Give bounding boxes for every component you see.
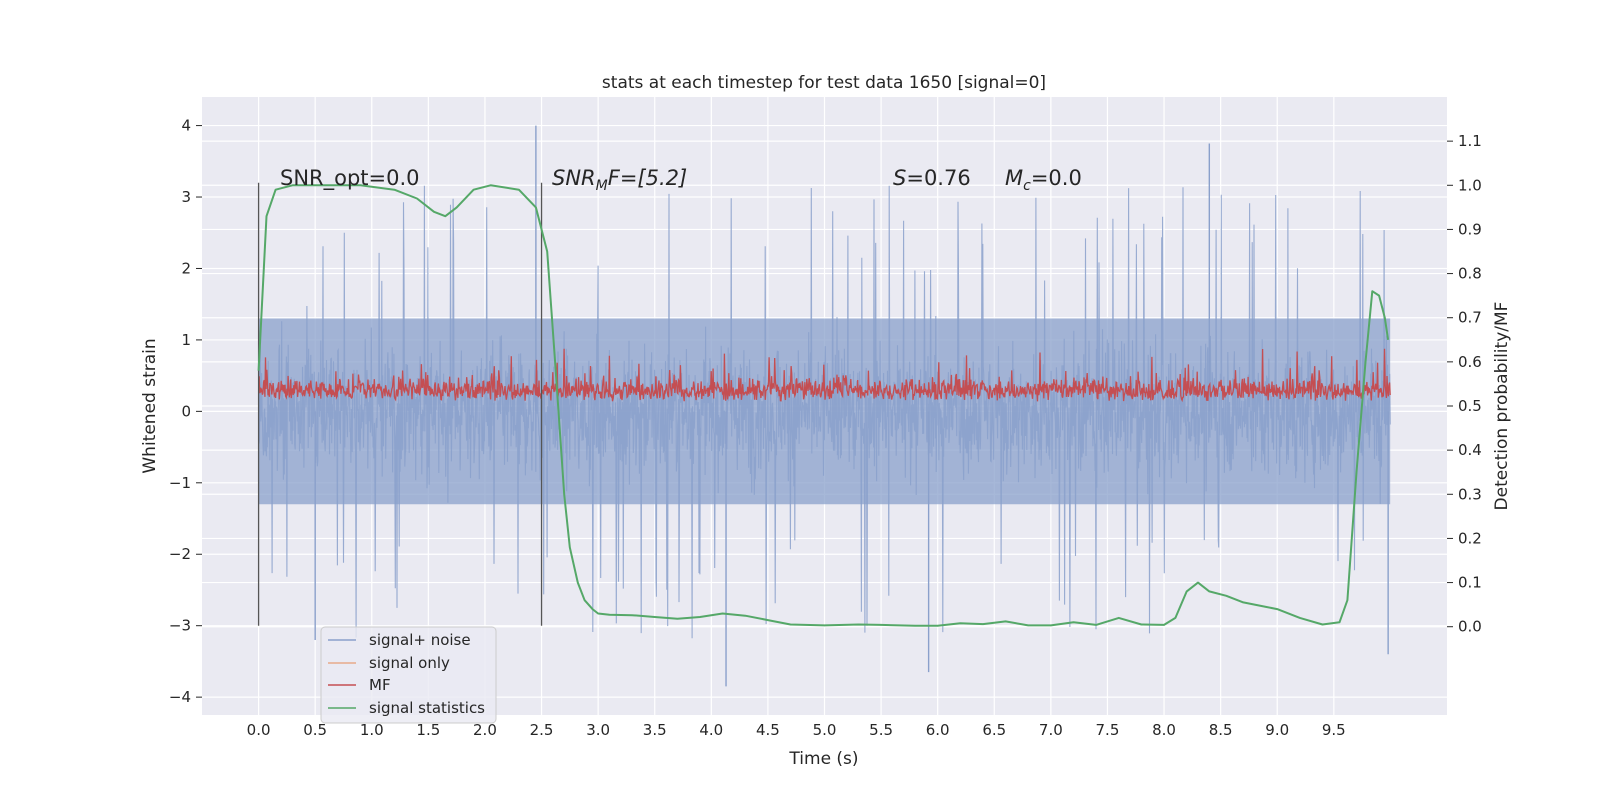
x-tick-label: 3.5 — [643, 721, 667, 739]
y-tick-label-right: 0.5 — [1458, 397, 1482, 415]
y-tick-label-right: 0.3 — [1458, 485, 1482, 503]
legend: signal+ noise signal only MF signal stat… — [320, 626, 497, 724]
x-tick-label: 6.0 — [926, 721, 950, 739]
x-tick-label: 0.5 — [303, 721, 327, 739]
x-tick-label: 2.5 — [530, 721, 554, 739]
annotation-snr-mf-sub: M — [596, 178, 608, 194]
y-tick-label-left: 4 — [181, 117, 191, 135]
annotation-mc-value: =0.0 — [1031, 166, 1082, 190]
x-tick-label: 6.5 — [982, 721, 1006, 739]
x-tick-label: 9.0 — [1265, 721, 1289, 739]
y-tick-label-left: 3 — [181, 188, 191, 206]
y-axis-label-left: Whitened strain — [140, 338, 160, 473]
x-tick-label: 4.5 — [756, 721, 780, 739]
annotation-mc: Mc=0.0 — [1005, 166, 1082, 194]
y-tick-label-left: 1 — [181, 331, 191, 349]
signal-noise-band — [258, 318, 1391, 505]
x-tick-label: 8.0 — [1152, 721, 1176, 739]
legend-label-mf: MF — [369, 676, 391, 694]
x-axis-label: Time (s) — [788, 749, 858, 769]
x-tick-label: 1.5 — [416, 721, 440, 739]
annotations: SNR_opt=0.0 SNRMF=[5.2] S=0.76 Mc=0.0 — [280, 166, 1082, 194]
y-tick-label-left: −3 — [169, 617, 191, 635]
x-tick-label: 1.0 — [360, 721, 384, 739]
y-tick-label-right: 0.9 — [1458, 220, 1482, 238]
x-tick-label: 8.5 — [1209, 721, 1233, 739]
x-tick-label: 7.0 — [1039, 721, 1063, 739]
x-tick-label: 5.5 — [869, 721, 893, 739]
annotation-s-value: =0.76 — [906, 166, 970, 190]
y-tick-label-right: 0.0 — [1458, 618, 1482, 636]
annotation-snr-mf-base: SNR — [552, 166, 596, 190]
y-tick-label-right: 1.0 — [1458, 176, 1482, 194]
y-tick-label-right: 1.1 — [1458, 132, 1482, 150]
y-tick-label-left: −2 — [169, 545, 191, 563]
mf-series — [257, 348, 1391, 403]
mf-line — [257, 348, 1391, 403]
y-tick-label-right: 0.7 — [1458, 309, 1482, 327]
legend-label-signal-only: signal only — [369, 654, 450, 672]
annotation-mc-sub: c — [1023, 178, 1031, 194]
legend-box — [320, 626, 497, 724]
y-tick-label-left: −1 — [169, 474, 191, 492]
x-tick-label: 5.0 — [813, 721, 837, 739]
chart-title: stats at each timestep for test data 165… — [602, 73, 1046, 93]
y-tick-label-right: 0.1 — [1458, 574, 1482, 592]
y-tick-label-right: 0.8 — [1458, 265, 1482, 283]
legend-label-signal-noise: signal+ noise — [369, 631, 471, 649]
y-tick-label-right: 0.4 — [1458, 441, 1482, 459]
x-tick-label: 2.0 — [473, 721, 497, 739]
signal-noise-series — [258, 125, 1391, 687]
annotation-snr-mf: SNRMF=[5.2] — [552, 166, 687, 194]
x-tick-label: 3.0 — [586, 721, 610, 739]
signal-statistics-line — [257, 184, 1390, 627]
signal-statistics-series — [257, 184, 1390, 627]
annotation-snr-opt: SNR_opt=0.0 — [280, 166, 420, 191]
x-tick-label: 7.5 — [1096, 721, 1120, 739]
y-tick-label-left: 0 — [181, 402, 191, 420]
x-tick-label: 4.0 — [699, 721, 723, 739]
y-axis-label-right: Detection probability/MF — [1492, 302, 1512, 511]
annotation-mc-var: M — [1005, 166, 1023, 190]
vertical-markers — [257, 182, 543, 626]
annotation-s-var: S — [893, 166, 906, 190]
y-tick-label-left: 2 — [181, 259, 191, 277]
x-tick-label: 9.5 — [1322, 721, 1346, 739]
legend-label-signal-statistics: signal statistics — [369, 699, 485, 717]
y-tick-label-left: −4 — [169, 688, 191, 706]
y-tick-label-right: 0.2 — [1458, 529, 1482, 547]
x-tick-label: 0.0 — [247, 721, 271, 739]
annotation-s: S=0.76 — [893, 166, 971, 190]
annotation-snr-mf-rest: F=[5.2] — [608, 166, 687, 190]
y-tick-label-right: 0.6 — [1458, 353, 1482, 371]
axis-ticks: 0.0 0.5 1.0 1.5 2.0 2.5 3.0 3.5 4.0 4.5 5.0 5.5 6.0 6… — [169, 117, 1482, 739]
